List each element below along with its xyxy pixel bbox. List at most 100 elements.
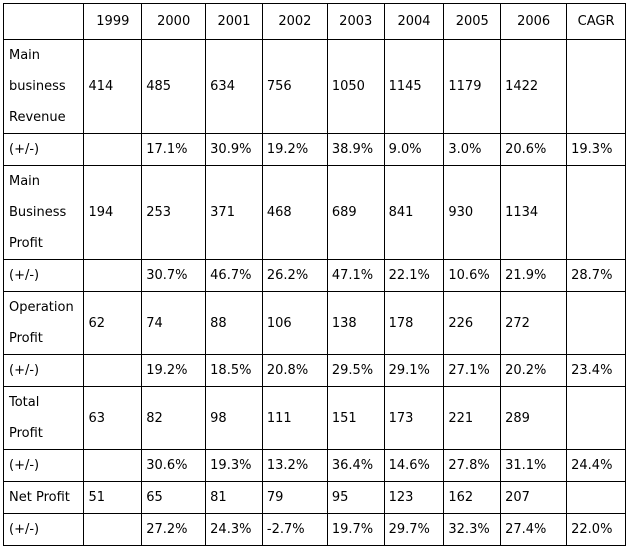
row-label-line: (+/-) <box>9 363 40 378</box>
table-cell: 82 <box>141 386 207 450</box>
row-label: Main Business Profit <box>2 165 85 260</box>
table-cell: 756 <box>261 39 328 134</box>
row-label-line: business <box>9 79 66 94</box>
row-label-line: Main <box>9 174 41 189</box>
table-cell <box>566 39 626 134</box>
table-cell: 151 <box>326 386 385 450</box>
table-cell: 27.2% <box>141 513 207 546</box>
row-label-line: Operation <box>9 300 74 315</box>
table-cell: 19.7% <box>326 513 385 546</box>
table-cell: 65 <box>141 481 207 514</box>
table-cell: 1145 <box>383 39 445 134</box>
table-cell: 13.2% <box>261 449 328 482</box>
row-label-line: Profit <box>9 236 43 251</box>
table-cell: 32.3% <box>443 513 502 546</box>
table-cell: 63 <box>83 386 143 450</box>
table-cell: 272 <box>500 291 568 355</box>
table-cell: 162 <box>443 481 502 514</box>
table-cell: 485 <box>141 39 207 134</box>
table-cell: 17.1% <box>141 133 207 166</box>
table-cell <box>83 449 143 482</box>
table-cell <box>566 481 626 514</box>
table-cell: 221 <box>443 386 502 450</box>
table-cell: 841 <box>383 165 445 260</box>
column-header: 2003 <box>326 3 385 40</box>
table-cell: 106 <box>261 291 328 355</box>
table-cell: 1422 <box>500 39 568 134</box>
table-cell: 95 <box>326 481 385 514</box>
table-cell: 173 <box>383 386 445 450</box>
table-cell: 51 <box>83 481 143 514</box>
table-row: Main business Revenue 414 485 634 756 1050 1145 1… <box>2 39 626 134</box>
table-cell: 414 <box>83 39 143 134</box>
table-cell: 22.1% <box>383 259 445 292</box>
row-label: Main business Revenue <box>2 39 85 134</box>
table-body: 1999 2000 2001 2002 2003 2004 2005 2006 CAGR Mai… <box>2 3 626 546</box>
column-header: 2004 <box>383 3 445 40</box>
table-cell: 20.6% <box>500 133 568 166</box>
row-label-line: (+/-) <box>9 268 40 283</box>
table-row: Net Profit 51 65 81 79 95 123 162 207 <box>2 481 626 514</box>
table-cell: 3.0% <box>443 133 502 166</box>
table-cell <box>83 354 143 387</box>
row-label-line: Revenue <box>9 110 66 125</box>
column-header: 2005 <box>443 3 502 40</box>
table-cell: 27.4% <box>500 513 568 546</box>
column-header: CAGR <box>566 3 626 40</box>
table-row: (+/-) 17.1% 30.9% 19.2% 38.9% 9.0% 3.0% 20.6% 19… <box>2 133 626 166</box>
table-cell <box>566 165 626 260</box>
table-row: Operation Profit 62 74 88 106 138 178 226 272 <box>2 291 626 355</box>
table-cell: 253 <box>141 165 207 260</box>
table-cell: 26.2% <box>261 259 328 292</box>
table-cell: 18.5% <box>205 354 263 387</box>
table-cell: 74 <box>141 291 207 355</box>
column-header: 1999 <box>83 3 143 40</box>
table-cell: 28.7% <box>566 259 626 292</box>
row-label: (+/-) <box>2 449 85 482</box>
table-cell: 1134 <box>500 165 568 260</box>
table-cell: 29.5% <box>326 354 385 387</box>
table-row: (+/-) 27.2% 24.3% -2.7% 19.7% 29.7% 32.3% 27.4%… <box>2 513 626 546</box>
table-cell <box>566 386 626 450</box>
table-cell: 123 <box>383 481 445 514</box>
row-label-line: Business <box>9 205 67 220</box>
table-cell: 19.3% <box>205 449 263 482</box>
row-label-line: (+/-) <box>9 458 40 473</box>
row-label: (+/-) <box>2 133 85 166</box>
table-cell: 930 <box>443 165 502 260</box>
row-label: (+/-) <box>2 354 85 387</box>
table-header-row: 1999 2000 2001 2002 2003 2004 2005 2006 CAGR <box>2 3 626 40</box>
table-cell: 19.2% <box>141 354 207 387</box>
column-header: 2006 <box>500 3 568 40</box>
table-cell: 31.1% <box>500 449 568 482</box>
table-cell: 62 <box>83 291 143 355</box>
row-label-line: Profit <box>9 426 43 441</box>
table-cell: 111 <box>261 386 328 450</box>
table-cell: 634 <box>205 39 263 134</box>
table-cell: 20.8% <box>261 354 328 387</box>
row-label-line: (+/-) <box>9 522 40 537</box>
table-cell <box>83 133 143 166</box>
table-cell: 30.9% <box>205 133 263 166</box>
table-cell <box>566 291 626 355</box>
table-cell: 36.4% <box>326 449 385 482</box>
row-label: Total Profit <box>2 386 85 450</box>
table-cell: 24.3% <box>205 513 263 546</box>
row-label: (+/-) <box>2 513 85 546</box>
table-cell: 178 <box>383 291 445 355</box>
column-header: 2001 <box>205 3 263 40</box>
row-label: Operation Profit <box>2 291 85 355</box>
row-label-line: Total <box>9 395 40 410</box>
table-cell: 29.7% <box>383 513 445 546</box>
table-cell: 23.4% <box>566 354 626 387</box>
table-cell: 38.9% <box>326 133 385 166</box>
financial-table: 1999 2000 2001 2002 2003 2004 2005 2006 CAGR Mai… <box>2 3 626 546</box>
table-cell: 30.6% <box>141 449 207 482</box>
table-cell: 88 <box>205 291 263 355</box>
table-cell: 1179 <box>443 39 502 134</box>
column-header: 2000 <box>141 3 207 40</box>
table-cell: 47.1% <box>326 259 385 292</box>
table-cell: 194 <box>83 165 143 260</box>
table-row: (+/-) 30.7% 46.7% 26.2% 47.1% 22.1% 10.6% 21.9%… <box>2 259 626 292</box>
column-header: 2002 <box>261 3 328 40</box>
